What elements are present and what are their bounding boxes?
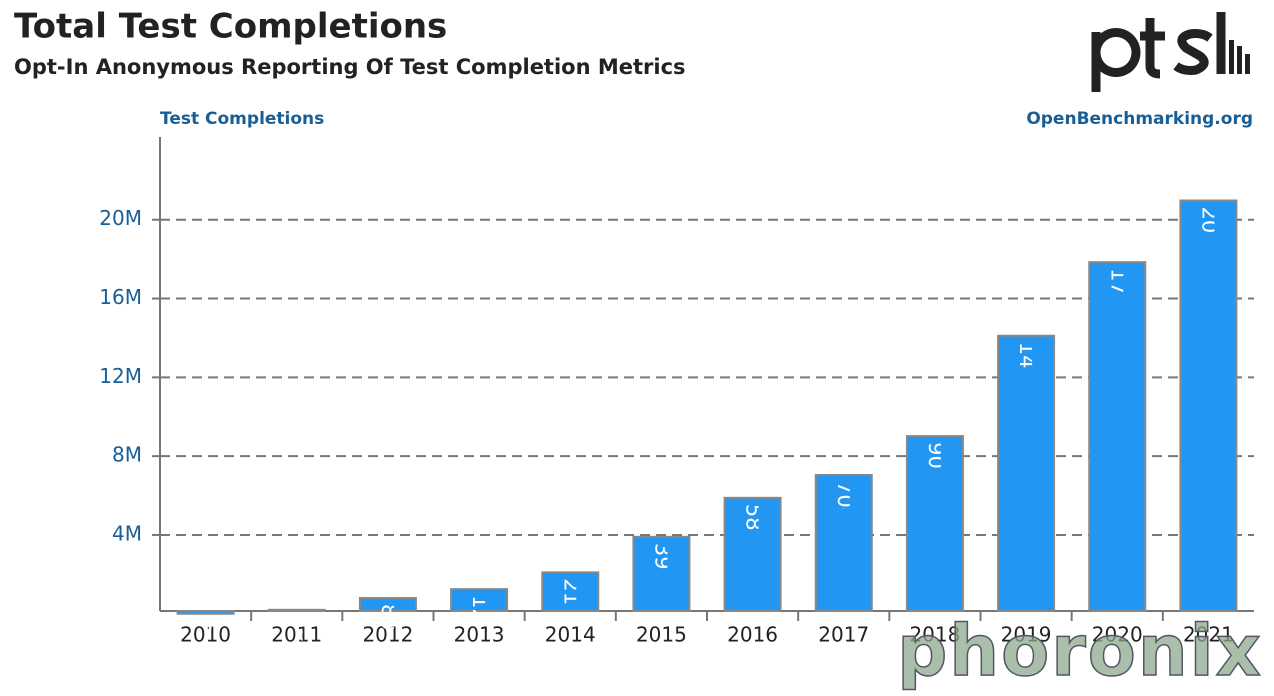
value-label: 9017064 [924,442,948,536]
bar [267,608,326,613]
x-tick-label: 2021 [1183,623,1234,647]
x-tick-label: 2012 [362,623,413,647]
bar [176,610,235,615]
bar [997,334,1056,612]
bar [632,535,691,612]
y-tick-label: 20M [99,206,142,230]
x-tick-label: 2019 [1001,623,1052,647]
y-axis-label: Test Completions [160,109,324,129]
bar [723,496,782,612]
pts-logo-bars [1229,40,1250,74]
value-label: 5883540 [742,504,766,598]
bar [1179,199,1238,613]
x-tick-label: 2017 [818,623,869,647]
chart-title: Total Test Completions [14,7,447,47]
value-label: 20975899 [1197,207,1221,314]
value-label: 2100000 [559,578,583,672]
value-label: 0 [195,617,219,630]
pts-logo [1091,12,1226,92]
value-label: 200000 [286,616,310,696]
bar [1088,261,1147,612]
x-tick-label: 2020 [1092,623,1143,647]
x-tick-label: 2016 [727,623,778,647]
x-tick-label: 2011 [271,623,322,647]
bar [905,435,964,612]
bar [814,474,873,612]
x-tick-label: 2014 [545,623,596,647]
bar [358,596,417,613]
x-tick-label: 2013 [454,623,505,647]
source-label: OpenBenchmarking.org [1026,109,1253,129]
value-label: 800000 [377,604,401,684]
y-tick-label: 16M [99,285,142,309]
x-tick-label: 2018 [909,623,960,647]
y-tick-label: 8M [112,443,142,467]
value-label: 1250000 [468,595,492,689]
value-label: 3903100 [650,543,674,637]
watermark: phoronix [897,610,1263,692]
bar [541,571,600,613]
bar [450,588,509,613]
y-tick-label: 4M [112,521,142,545]
y-tick-label: 12M [99,364,142,388]
value-label: 17846404 [1106,268,1130,375]
x-tick-label: 2015 [636,623,687,647]
x-tick-label: 2010 [180,623,231,647]
chart-subtitle: Opt-In Anonymous Reporting Of Test Compl… [14,55,686,79]
value-label: 7042923 [833,481,857,575]
value-label: 14111897 [1015,342,1039,449]
